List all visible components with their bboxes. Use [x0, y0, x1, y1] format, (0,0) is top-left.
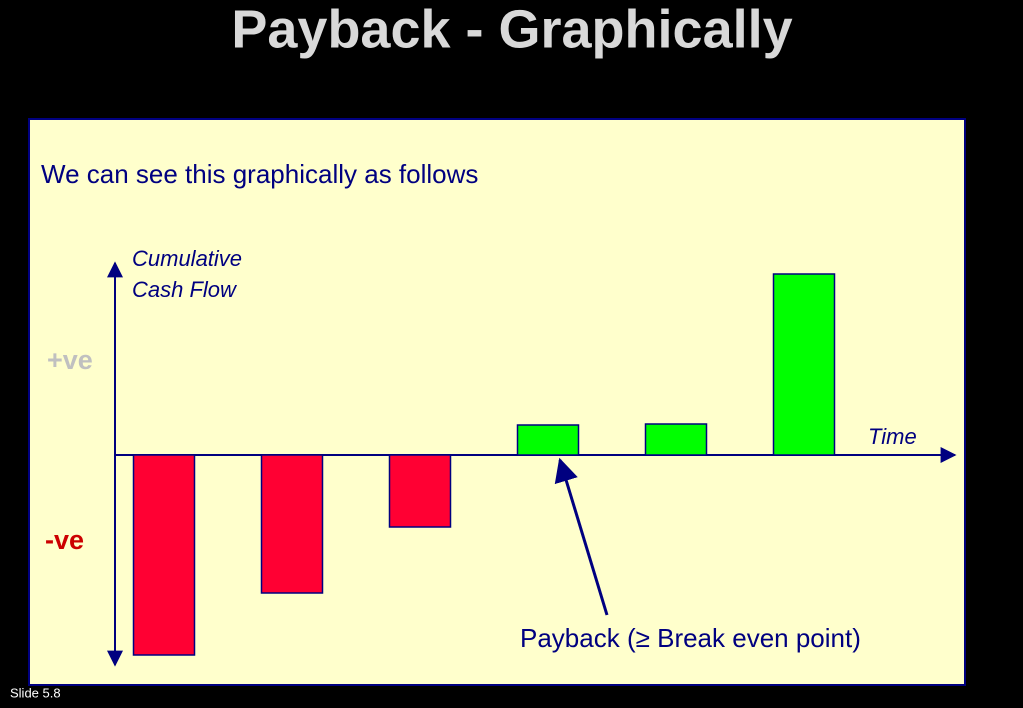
bar: [260, 454, 324, 594]
negative-label: -ve: [45, 525, 84, 555]
annotation-arrow: [554, 457, 609, 616]
x-axis-label: Time: [868, 424, 917, 449]
bar: [132, 454, 196, 656]
bar: [644, 423, 708, 456]
bar: [516, 424, 580, 456]
annotation: Payback (≥ Break even point): [520, 623, 861, 653]
bar: [772, 273, 836, 456]
slide-number: Slide 5.8: [10, 685, 61, 700]
y-axis-label: Cumulative Cash Flow: [132, 246, 243, 302]
positive-label: +ve: [47, 345, 93, 375]
slide-title: Payback - Graphically: [231, 0, 792, 59]
bar: [388, 454, 452, 528]
intro-text: We can see this graphically as follows: [41, 159, 478, 189]
